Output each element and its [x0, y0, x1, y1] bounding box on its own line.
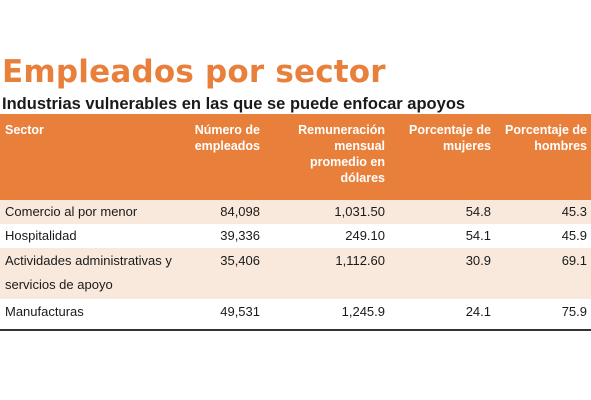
table-row: Comercio al por menor 84,098 1,031.50 54… — [0, 200, 591, 224]
cell-hombres: 45.3 — [561, 204, 587, 219]
cell-sector: Hospitalidad — [5, 228, 77, 243]
cell-sector: Actividades administrativas y servicios … — [5, 253, 172, 292]
cell-hombres: 69.1 — [561, 253, 587, 268]
page-subtitle: Industrias vulnerables en las que se pue… — [2, 95, 466, 113]
header-sector: Sector — [5, 123, 44, 137]
page-title: Empleados por sector — [2, 54, 386, 90]
cell-sector: Manufacturas — [5, 304, 84, 319]
table-bottom-rule — [0, 329, 591, 331]
data-table: Sector Número de empleados Remuneración … — [0, 114, 591, 331]
cell-mujeres: 24.1 — [465, 304, 491, 319]
cell-empleados: 39,336 — [220, 228, 260, 243]
table-header: Sector Número de empleados Remuneración … — [0, 114, 591, 200]
cell-mujeres: 54.8 — [465, 204, 491, 219]
cell-mujeres: 54.1 — [465, 228, 491, 243]
cell-empleados: 35,406 — [220, 253, 260, 268]
header-empleados: Número de empleados — [194, 123, 260, 153]
header-hombres: Porcentaje de hombres — [505, 123, 587, 153]
table-row: Hospitalidad 39,336 249.10 54.1 45.9 — [0, 224, 591, 248]
cell-empleados: 49,531 — [220, 304, 260, 319]
table-row: Actividades administrativas y servicios … — [0, 248, 591, 299]
cell-empleados: 84,098 — [220, 204, 260, 219]
header-mujeres: Porcentaje de mujeres — [409, 123, 491, 153]
cell-remuneracion: 1,245.9 — [341, 304, 385, 319]
cell-hombres: 45.9 — [561, 228, 587, 243]
cell-hombres: 75.9 — [561, 304, 587, 319]
cell-remuneracion: 249.10 — [345, 228, 385, 243]
cell-remuneracion: 1,112.60 — [335, 253, 385, 268]
cell-remuneracion: 1,031.50 — [334, 204, 385, 219]
table-row: Manufacturas 49,531 1,245.9 24.1 75.9 — [0, 299, 591, 329]
header-remuneracion: Remuneración mensual promedio en dólares — [298, 123, 385, 185]
cell-mujeres: 30.9 — [465, 253, 491, 268]
cell-sector: Comercio al por menor — [5, 204, 138, 219]
